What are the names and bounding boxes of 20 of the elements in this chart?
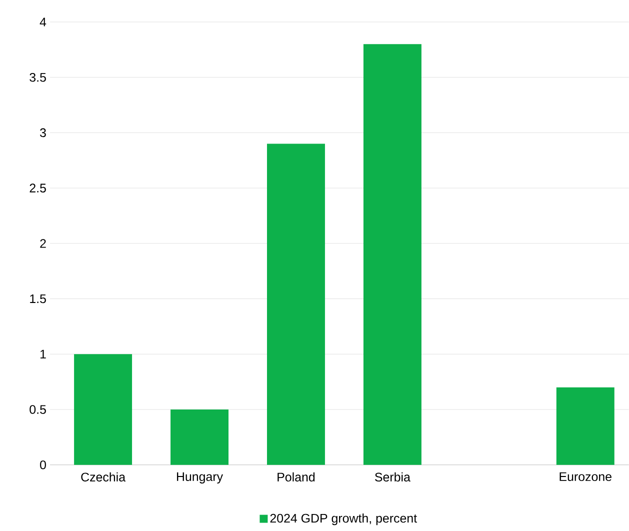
y-tick-label: 3.5: [30, 73, 46, 82]
y-tick-label: 1: [40, 350, 46, 358]
y-tick-label: 4: [40, 18, 46, 26]
legend-label: 2024 GDP growth, percent: [270, 514, 417, 526]
bar: [556, 387, 614, 465]
x-tick-label: Poland: [278, 472, 315, 482]
x-tick-label: Czechia: [81, 472, 126, 482]
y-tick-label: 2.5: [30, 184, 46, 193]
x-tick-label: Hungary: [177, 472, 224, 484]
bar: [363, 44, 422, 465]
bar: [170, 410, 229, 465]
y-tick-label: 1.5: [30, 294, 46, 304]
bar: [266, 144, 325, 465]
y-tick-label: 3: [40, 128, 46, 138]
y-tick-label: 0: [40, 460, 46, 470]
x-tick-label: Eurozone: [560, 472, 612, 482]
y-tick-label: 2: [40, 239, 46, 248]
x-tick-label: Serbia: [375, 472, 410, 482]
bar: [74, 354, 132, 465]
y-tick-label: 0.5: [30, 405, 46, 414]
